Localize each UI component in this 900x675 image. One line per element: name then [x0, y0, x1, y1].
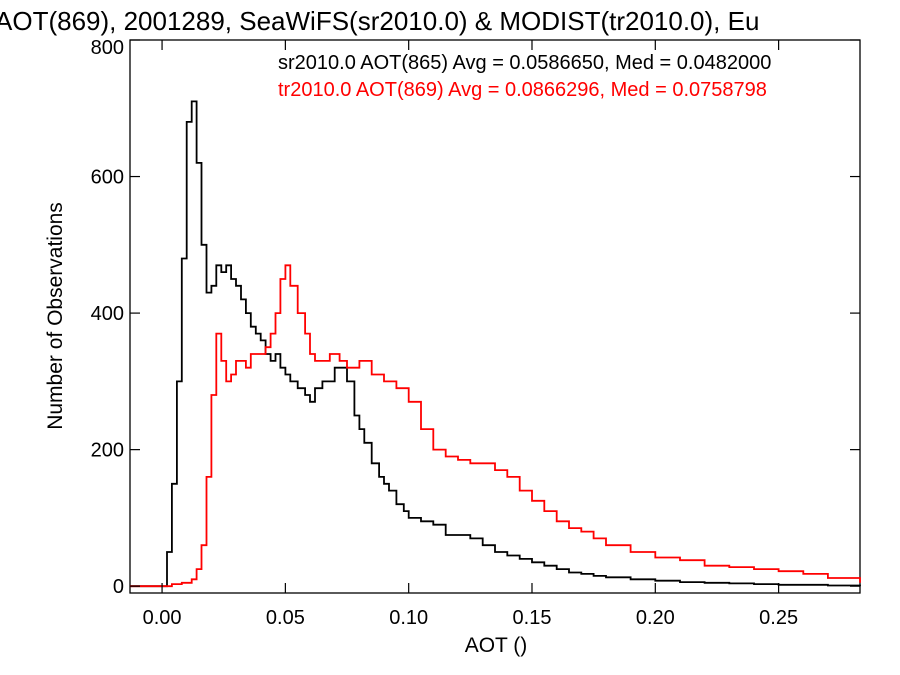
chart-title: AOT(869), 2001289, SeaWiFS(sr2010.0) & M…: [0, 6, 759, 36]
x-axis: 0.00 0.05 0.10 0.15 0.20 0.25: [143, 40, 798, 629]
y-axis-label: Number of Observations: [44, 202, 67, 430]
x-axis-label: AOT (): [465, 634, 528, 657]
x-tick-label: 0.00: [143, 607, 182, 629]
x-tick-label: 0.15: [513, 607, 552, 629]
y-tick-label: 400: [91, 303, 124, 325]
y-tick-label: 200: [91, 440, 124, 462]
y-tick-label: 600: [91, 167, 124, 189]
series-layer: [130, 100, 861, 588]
y-axis: 0 200 400 600 800: [91, 37, 860, 598]
y-tick-label: 800: [91, 37, 124, 59]
x-tick-label: 0.10: [389, 607, 428, 629]
annotation-red-stats: tr2010.0 AOT(869) Avg = 0.0866296, Med =…: [278, 79, 767, 101]
x-tick-label: 0.25: [759, 607, 798, 629]
series-2-line: [130, 264, 861, 588]
plot-frame: [129, 39, 861, 594]
annotation-black-stats: sr2010.0 AOT(865) Avg = 0.0586650, Med =…: [278, 52, 771, 74]
x-tick-label: 0.20: [636, 607, 675, 629]
series-1-line: [130, 100, 861, 588]
y-tick-label: 0: [113, 576, 124, 598]
x-tick-label: 0.05: [266, 607, 305, 629]
